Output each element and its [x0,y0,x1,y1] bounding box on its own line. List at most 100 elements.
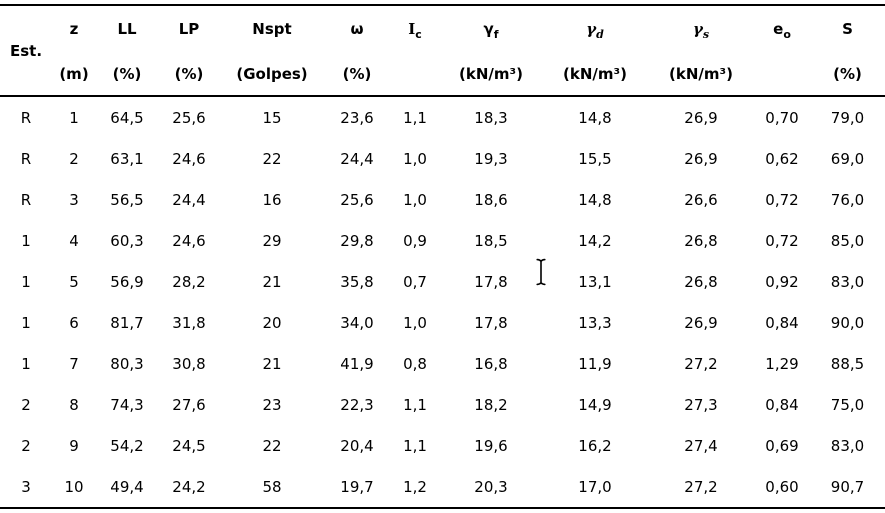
unit-gamma-s: (kN/m³) [669,64,733,83]
table-cell-ll: 56,9 [110,272,144,291]
table-cell-omega: 20,4 [340,436,374,455]
table-cell-lp: 24,6 [172,149,206,168]
table-cell-e0: 0,72 [765,231,799,250]
table-cell-ic: 1,0 [403,190,427,209]
table-cell-gamma-s: 27,3 [684,395,718,414]
table-cell-ic: 1,0 [403,149,427,168]
table-cell-gamma-f: 19,3 [474,149,508,168]
table-cell-e0: 0,72 [765,190,799,209]
table-row: R 1 64,5 25,6 15 23,6 1,1 18,3 14,8 26,9 0,70 79,0 [0,96,885,138]
table-row: 1 6 81,7 31,8 20 34,0 1,0 17,8 13,3 26,9 0,84 90,0 [0,302,885,343]
col-header-gamma-f: γf [483,20,499,41]
table-cell-e0: 0,69 [765,436,799,455]
table-cell-ic: 1,1 [403,108,427,127]
table-cell-ll: 80,3 [110,354,144,373]
table-cell-est: 3 [21,477,31,496]
header-units-row: (m) (%) (%) (Golpes) (%) (kN/m³) (kN/m³)… [0,52,885,96]
table-cell-gamma-f: 18,3 [474,108,508,127]
table-cell-gamma-d: 15,5 [578,149,612,168]
table-row: 1 7 80,3 30,8 21 41,9 0,8 16,8 11,9 27,2 1,29 88,5 [0,343,885,384]
table-cell-gamma-d: 14,8 [578,190,612,209]
col-header-ll: LL [117,20,137,38]
table-cell-s: 88,5 [830,354,865,373]
unit-s: (%) [833,64,862,83]
table-row: 3 10 49,4 24,2 58 19,7 1,2 20,3 17,0 27,2 0,60 90,7 [0,466,885,508]
table-cell-z: 6 [69,313,79,332]
table-cell-lp: 31,8 [172,313,206,332]
table-cell-est: 2 [21,395,31,414]
table-row: 1 4 60,3 24,6 29 29,8 0,9 18,5 14,2 26,8 0,72 85,0 [0,220,885,261]
table-cell-e0: 0,84 [765,313,799,332]
table-cell-gamma-d: 13,3 [578,313,612,332]
col-header-s: S [842,20,853,38]
unit-gamma-d: (kN/m³) [563,64,627,83]
table-header: Est. z LL LP Nspt ω Ic γf γd γs eo S (m)… [0,5,885,96]
table-cell-gamma-f: 16,8 [474,354,508,373]
table-cell-s: 75,0 [830,395,865,414]
table-cell-e0: 0,60 [765,477,799,496]
table-cell-z: 2 [69,149,79,168]
table-cell-lp: 24,6 [172,231,206,250]
table-cell-ic: 0,9 [403,231,427,250]
unit-lp: (%) [174,64,204,83]
soil-properties-table: Est. z LL LP Nspt ω Ic γf γd γs eo S (m)… [0,4,885,509]
col-header-lp: LP [178,20,200,38]
table-cell-gamma-d: 14,2 [578,231,612,250]
table-cell-gamma-s: 27,2 [684,477,718,496]
table-cell-gamma-f: 19,6 [474,436,508,455]
table-cell-z: 1 [69,108,79,127]
table-cell-ll: 56,5 [110,190,144,209]
table-cell-e0: 0,84 [765,395,799,414]
table-cell-gamma-s: 26,8 [684,272,718,291]
table-cell-omega: 35,8 [340,272,374,291]
table-cell-z: 8 [69,395,79,414]
table-cell-ll: 54,2 [110,436,144,455]
table-cell-omega: 34,0 [340,313,374,332]
unit-nspt: (Golpes) [236,64,308,83]
table-row: R 2 63,1 24,6 22 24,4 1,0 19,3 15,5 26,9 0,62 69,0 [0,138,885,179]
table-cell-s: 90,0 [830,313,865,332]
table-cell-z: 7 [69,354,79,373]
table-body: R 1 64,5 25,6 15 23,6 1,1 18,3 14,8 26,9 0,70 79,0 R… [0,96,885,508]
table-cell-s: 76,0 [830,190,865,209]
table-cell-omega: 25,6 [340,190,374,209]
table-cell-ll: 81,7 [110,313,144,332]
table-cell-lp: 24,4 [172,190,206,209]
table-cell-ll: 60,3 [110,231,144,250]
table-cell-lp: 27,6 [172,395,206,414]
table-cell-ic: 1,0 [403,313,427,332]
table-cell-e0: 0,70 [765,108,799,127]
table-cell-est: 2 [21,436,31,455]
table-cell-s: 90,7 [830,477,865,496]
table-cell-z: 3 [69,190,79,209]
col-header-gamma-d: γd [586,20,604,41]
table-row: 1 5 56,9 28,2 21 35,8 0,7 17,8 13,1 26,8 0,92 83,0 [0,261,885,302]
table-cell-nspt: 20 [262,313,282,332]
table-cell-gamma-s: 26,9 [684,149,718,168]
table-cell-ic: 0,7 [403,272,427,291]
table-cell-omega: 29,8 [340,231,374,250]
table-cell-nspt: 22 [262,149,282,168]
table-cell-nspt: 29 [262,231,282,250]
table-cell-s: 69,0 [830,149,865,168]
table-cell-gamma-d: 16,2 [578,436,612,455]
table-cell-gamma-f: 18,2 [474,395,508,414]
table-cell-nspt: 16 [262,190,282,209]
table-cell-omega: 24,4 [340,149,374,168]
table-cell-est: R [20,149,32,168]
table-cell-est: R [20,108,32,127]
table-cell-gamma-f: 17,8 [474,313,508,332]
col-header-z: z [69,20,79,38]
table-cell-lp: 24,5 [172,436,206,455]
unit-gamma-f: (kN/m³) [459,64,523,83]
unit-z: (m) [59,64,89,83]
col-header-gamma-s: γs [692,20,710,41]
table-row: 2 9 54,2 24,5 22 20,4 1,1 19,6 16,2 27,4 0,69 83,0 [0,425,885,466]
unit-ll: (%) [112,64,142,83]
table-row: R 3 56,5 24,4 16 25,6 1,0 18,6 14,8 26,6 0,72 76,0 [0,179,885,220]
unit-ic [390,52,440,96]
table-cell-gamma-d: 14,9 [578,395,612,414]
table-cell-s: 83,0 [830,272,865,291]
table-cell-gamma-d: 17,0 [578,477,612,496]
table-cell-ll: 64,5 [110,108,144,127]
